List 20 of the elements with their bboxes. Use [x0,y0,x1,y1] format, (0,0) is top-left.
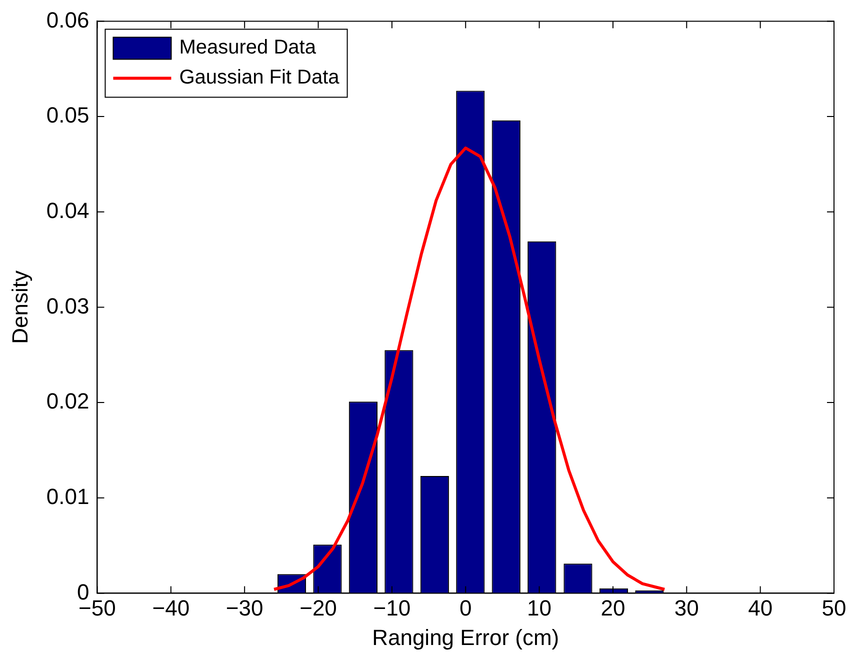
legend-label: Measured Data [179,36,317,59]
y-tick-label: 0.04 [46,198,90,223]
y-tick-label: 0.06 [46,7,90,32]
x-tick-label: 0 [459,595,472,620]
x-tick-label: 20 [600,595,626,620]
x-tick-label: 10 [527,595,552,620]
x-tick-label: 50 [822,595,846,620]
y-tick-label: 0.02 [46,388,90,414]
x-tick-label: 40 [748,595,773,620]
x-tick-label: −30 [226,595,264,620]
x-tick-label: 30 [674,595,699,620]
x-axis-title: Ranging Error (cm) [372,624,560,650]
y-tick-label: 0.05 [46,102,90,128]
legend-label: Gaussian Fit Data [179,66,340,89]
x-tick-label: −40 [152,595,190,620]
y-axis-title: Density [7,270,32,344]
y-tick-label: 0.03 [46,293,90,318]
y-tick-label: 0.01 [46,484,90,509]
x-tick-label: −10 [373,595,411,620]
x-tick-label: −20 [300,595,337,620]
